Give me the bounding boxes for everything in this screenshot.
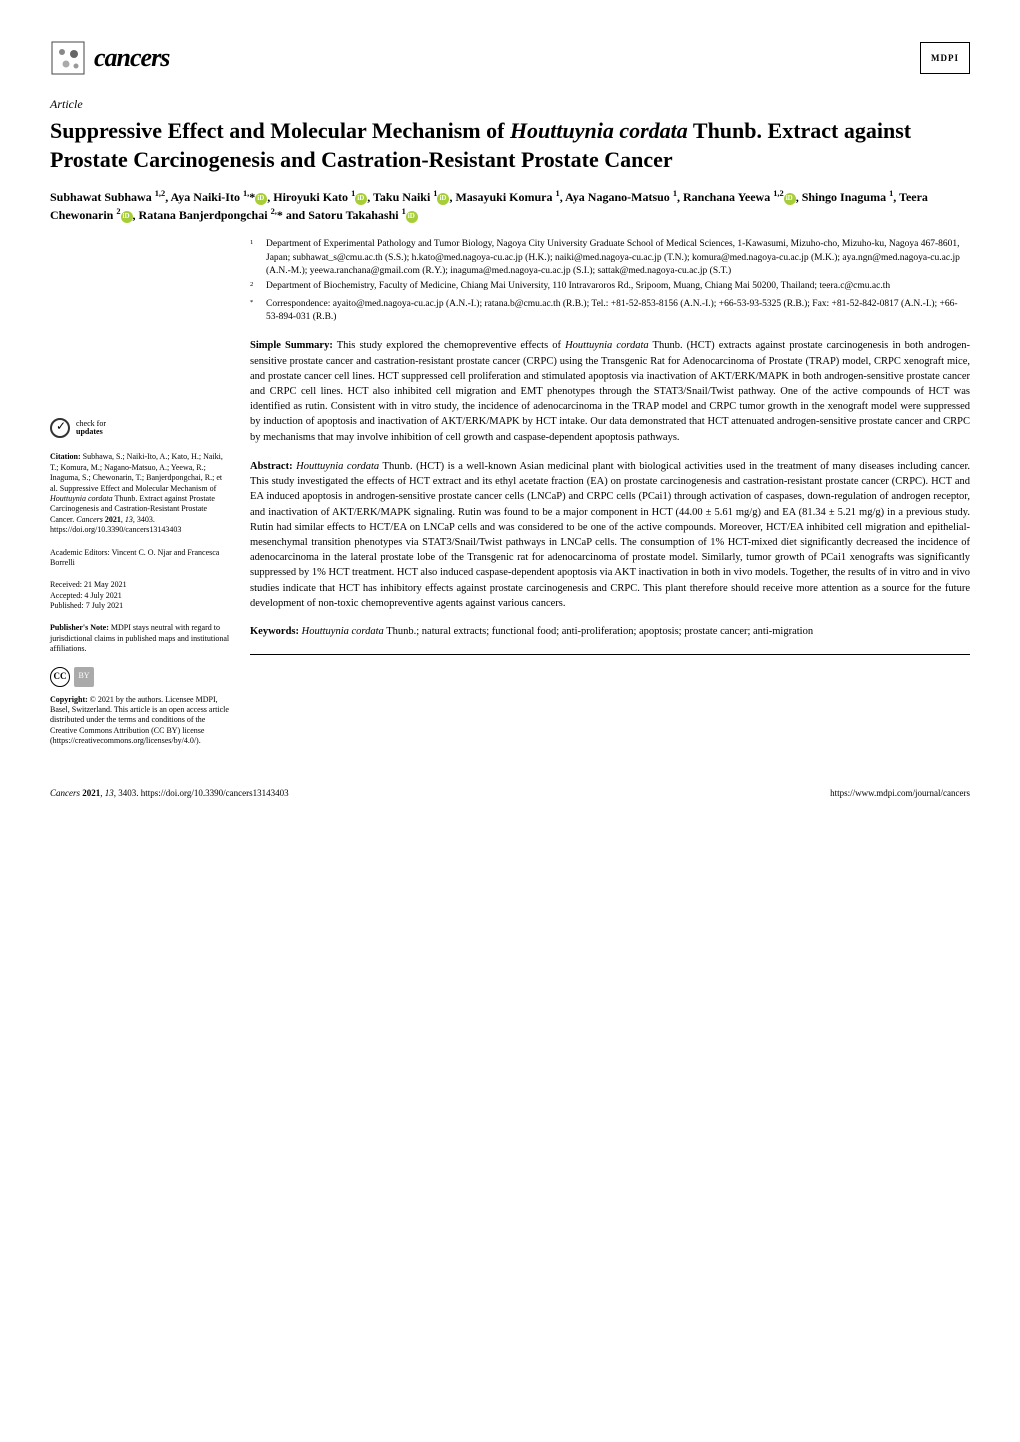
affil-num: 1: [250, 238, 258, 278]
simple-summary-label: Simple Summary:: [250, 340, 333, 351]
abstract-label: Abstract:: [250, 461, 293, 472]
editors-label: Academic Editors:: [50, 548, 110, 557]
page-header: cancers MDPI: [50, 40, 970, 76]
citation-label: Citation:: [50, 452, 81, 461]
affiliations: 1Department of Experimental Pathology an…: [250, 238, 970, 324]
affil-num: 2: [250, 280, 258, 295]
citation-block: Citation: Subhawa, S.; Naiki-Ito, A.; Ka…: [50, 452, 230, 535]
received-date: Received: 21 May 2021: [50, 580, 230, 590]
citation-text: Subhawa, S.; Naiki-Ito, A.; Kato, H.; Na…: [50, 452, 223, 534]
editors-block: Academic Editors: Vincent C. O. Njar and…: [50, 548, 230, 569]
cc-license-badge: CC BY: [50, 667, 230, 687]
by-icon: BY: [74, 667, 94, 687]
accepted-date: Accepted: 4 July 2021: [50, 591, 230, 601]
footer-left: Cancers 2021, 13, 3403. https://doi.org/…: [50, 787, 289, 800]
published-date: Published: 7 July 2021: [50, 601, 230, 611]
sidebar: check for updates Citation: Subhawa, S.;…: [50, 238, 230, 746]
journal-name: cancers: [94, 40, 169, 76]
affil-text: Correspondence: ayaito@med.nagoya-cu.ac.…: [266, 298, 970, 325]
check-updates-text: check for updates: [76, 420, 106, 438]
abstract-text: Houttuynia cordata Thunb. (HCT) is a wel…: [250, 461, 970, 609]
check-updates-icon: [50, 418, 70, 438]
article-title: Suppressive Effect and Molecular Mechani…: [50, 117, 970, 174]
affil-text: Department of Biochemistry, Faculty of M…: [266, 280, 890, 295]
article-type: Article: [50, 96, 970, 113]
copyright-block: Copyright: © 2021 by the authors. Licens…: [50, 695, 230, 747]
page-footer: Cancers 2021, 13, 3403. https://doi.org/…: [50, 777, 970, 800]
cancers-logo-icon: [50, 40, 86, 76]
copyright-label: Copyright:: [50, 695, 88, 704]
pubnote-label: Publisher's Note:: [50, 623, 109, 632]
affil-num: *: [250, 298, 258, 325]
keywords-text: Houttuynia cordata Thunb.; natural extra…: [302, 626, 813, 637]
keywords-label: Keywords:: [250, 626, 299, 637]
mdpi-logo: MDPI: [920, 42, 970, 74]
dates-block: Received: 21 May 2021 Accepted: 4 July 2…: [50, 580, 230, 611]
simple-summary-text: This study explored the chemopreventive …: [250, 340, 970, 442]
author-list: Subhawat Subhawa 1,2, Aya Naiki-Ito 1,*,…: [50, 188, 970, 224]
abstract: Abstract: Houttuynia cordata Thunb. (HCT…: [250, 459, 970, 611]
check-updates-badge[interactable]: check for updates: [50, 418, 230, 438]
divider: [250, 654, 970, 655]
main-content: 1Department of Experimental Pathology an…: [250, 238, 970, 746]
cc-icon: CC: [50, 667, 70, 687]
keywords: Keywords: Houttuynia cordata Thunb.; nat…: [250, 625, 970, 640]
publisher-note: Publisher's Note: MDPI stays neutral wit…: [50, 623, 230, 654]
footer-right: https://www.mdpi.com/journal/cancers: [830, 787, 970, 800]
journal-logo: cancers: [50, 40, 169, 76]
affiliation-item: 1Department of Experimental Pathology an…: [250, 238, 970, 278]
simple-summary: Simple Summary: This study explored the …: [250, 338, 970, 445]
affil-text: Department of Experimental Pathology and…: [266, 238, 970, 278]
affiliation-item: 2 Department of Biochemistry, Faculty of …: [250, 280, 970, 295]
affiliation-item: * Correspondence: ayaito@med.nagoya-cu.ac…: [250, 298, 970, 325]
